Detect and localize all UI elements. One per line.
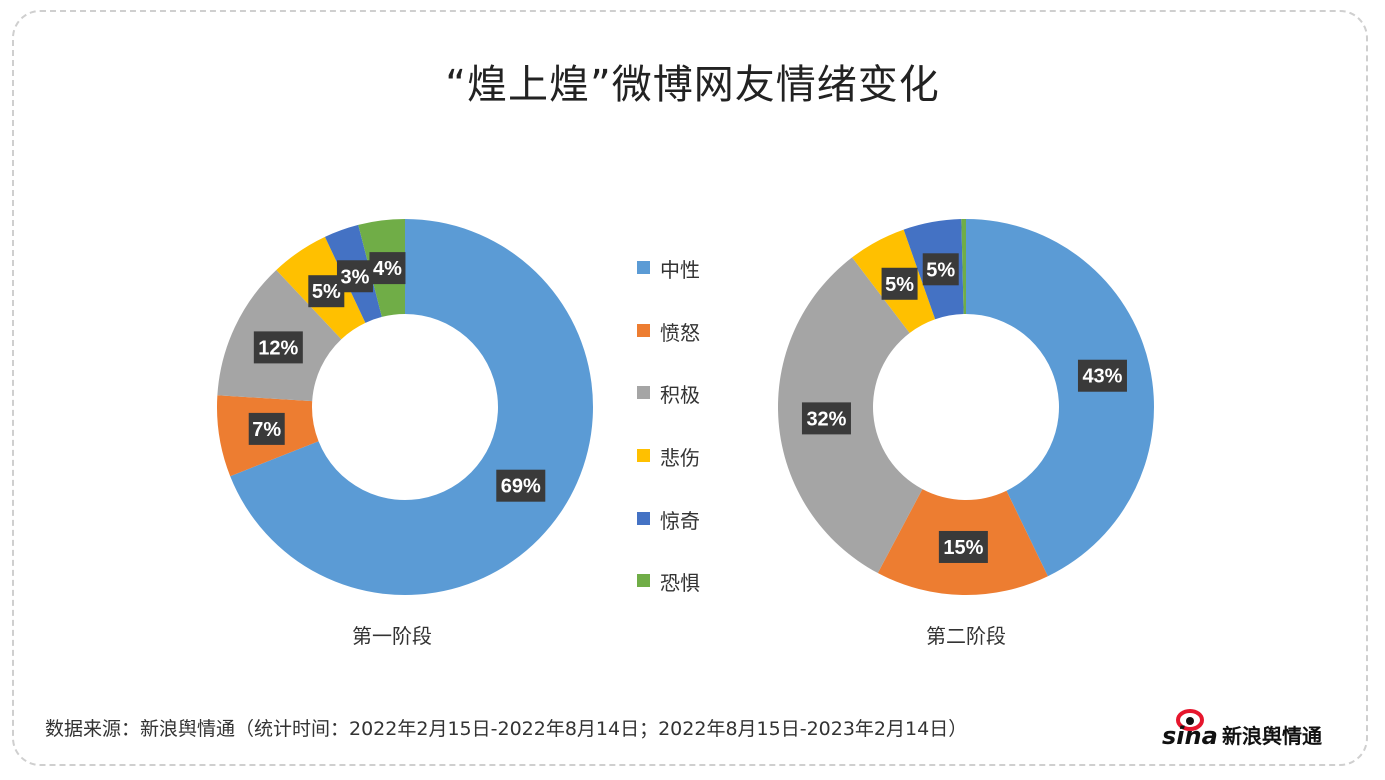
chart2-data-label-0: 43% xyxy=(1077,359,1127,392)
chart1-data-label-1: 7% xyxy=(248,412,285,445)
legend-label: 悲伤 xyxy=(660,446,700,471)
chart1-data-label-4: 3% xyxy=(336,260,373,293)
svg-text:新浪舆情通: 新浪舆情通 xyxy=(1222,724,1322,748)
legend-label: 积极 xyxy=(660,383,700,408)
legend-label: 惊奇 xyxy=(660,508,700,533)
svg-text:3%: 3% xyxy=(340,266,369,288)
chart2-data-label-3: 5% xyxy=(881,267,918,300)
legend-label: 恐惧 xyxy=(660,571,700,596)
legend-item: 恐惧 xyxy=(637,567,700,630)
legend-item: 愤怒 xyxy=(637,317,700,380)
legend-swatch xyxy=(637,386,650,400)
svg-text:5%: 5% xyxy=(885,274,914,296)
legend-item: 中性 xyxy=(637,254,700,317)
chart2-data-label-1: 15% xyxy=(938,530,988,563)
chart-frame xyxy=(12,10,1368,766)
legend-item: 悲伤 xyxy=(637,442,700,505)
legend-swatch xyxy=(637,449,650,463)
legend-swatch xyxy=(637,574,650,588)
legend-swatch xyxy=(637,261,650,274)
chart-title: “煌上煌”微博网友情绪变化 xyxy=(445,62,940,108)
chart2-data-label-4: 5% xyxy=(922,253,959,286)
chart2-data-label-2: 32% xyxy=(801,402,851,435)
svg-text:5%: 5% xyxy=(926,259,955,281)
svg-text:7%: 7% xyxy=(252,419,281,441)
legend-item: 惊奇 xyxy=(637,505,700,568)
svg-text:5%: 5% xyxy=(312,281,341,303)
chart2-caption: 第二阶段 xyxy=(926,624,1006,648)
chart2-slice-5 xyxy=(961,219,966,315)
chart1-data-label-5: 4% xyxy=(369,252,406,285)
legend: 中性愤怒积极悲伤惊奇恐惧 xyxy=(637,254,700,630)
legend-label: 愤怒 xyxy=(660,320,700,345)
source-note: 数据来源：新浪舆情通（统计时间：2022年2月15日-2022年8月14日；20… xyxy=(45,718,968,740)
svg-text:sina: sina xyxy=(1162,722,1218,750)
svg-text:4%: 4% xyxy=(373,258,402,280)
svg-text:43%: 43% xyxy=(1082,366,1122,388)
legend-item: 积极 xyxy=(637,379,700,442)
legend-label: 中性 xyxy=(660,258,700,282)
svg-text:32%: 32% xyxy=(806,408,846,430)
svg-text:12%: 12% xyxy=(258,337,298,359)
chart2-slice-0 xyxy=(966,219,1154,577)
svg-text:15%: 15% xyxy=(943,537,983,559)
sina-eye-icon: sina 新浪舆情通 xyxy=(1162,709,1322,750)
legend-swatch xyxy=(637,323,650,337)
sina-logo: sina 新浪舆情通 xyxy=(1160,700,1340,750)
chart1-data-label-2: 12% xyxy=(253,331,303,364)
legend-swatch xyxy=(637,511,650,525)
chart1-data-label-0: 69% xyxy=(496,469,546,502)
chart1-caption: 第一阶段 xyxy=(352,624,432,648)
svg-text:69%: 69% xyxy=(501,476,541,498)
